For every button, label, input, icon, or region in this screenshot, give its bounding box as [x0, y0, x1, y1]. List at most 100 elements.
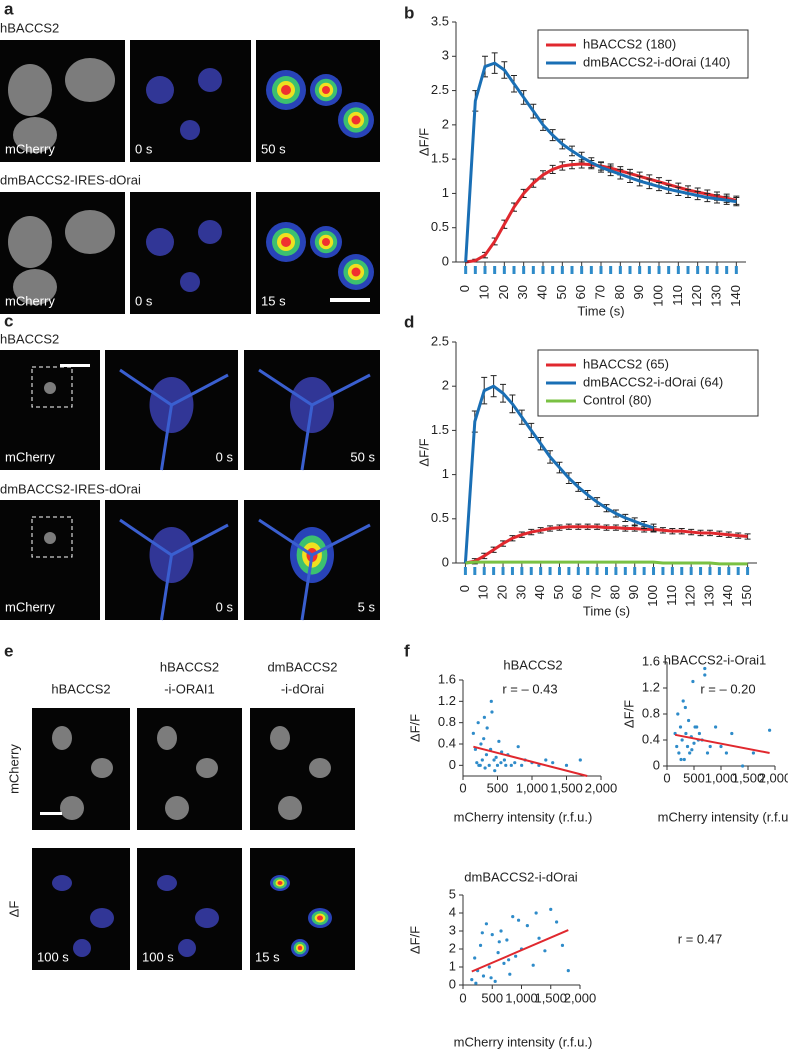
point — [531, 963, 535, 967]
stimulus-marker — [493, 266, 497, 274]
cell — [195, 908, 219, 928]
annotation: r = – 0.20 — [700, 681, 755, 696]
stimulus-marker — [680, 567, 684, 575]
cell — [146, 76, 174, 104]
y-tick-label: 0.5 — [431, 510, 449, 525]
cell-hot — [281, 85, 291, 95]
y-tick-label: 1 — [449, 958, 456, 973]
stimulus-marker — [599, 266, 603, 274]
point — [484, 753, 489, 757]
stimulus-marker — [551, 266, 555, 274]
point — [470, 978, 474, 982]
cell — [278, 796, 302, 820]
x-tick-label: 1,000 — [516, 780, 549, 795]
point — [499, 929, 503, 933]
panel-letter: f — [404, 641, 410, 660]
x-tick-label: 60 — [573, 285, 588, 299]
point — [474, 981, 478, 985]
point — [680, 738, 684, 742]
zoom-box — [31, 366, 73, 408]
x-tick-label: 70 — [589, 585, 604, 599]
x-tick-label: 50 — [554, 285, 569, 299]
cell-hot — [281, 237, 291, 247]
point — [473, 747, 478, 751]
stimulus-marker — [580, 266, 584, 274]
point — [564, 763, 569, 767]
x-tick-label: 130 — [701, 585, 716, 607]
panel-letter: c — [4, 311, 13, 330]
y-axis-label: ΔF/F — [621, 700, 636, 728]
cell — [44, 382, 56, 394]
image-label: 0 s — [216, 599, 234, 614]
stimulus-marker — [715, 266, 719, 274]
stimulus-marker — [705, 266, 709, 274]
y-tick-label: 0 — [653, 757, 660, 772]
legend-label: hBACCS2 (65) — [583, 356, 669, 371]
point — [578, 758, 582, 762]
cell — [65, 58, 115, 102]
cell-hot — [317, 915, 323, 921]
stimulus-marker — [689, 567, 693, 575]
point — [549, 907, 553, 912]
stimulus-marker — [570, 266, 574, 274]
scale-bar — [330, 298, 370, 302]
neurite — [119, 368, 229, 471]
image-label: 0 s — [135, 141, 153, 156]
x-tick-label: 130 — [708, 285, 723, 307]
cell — [91, 758, 113, 778]
y-axis-label: ΔF/F — [407, 714, 422, 742]
point — [502, 758, 506, 762]
image-label: 50 s — [261, 141, 286, 156]
stimulus-marker — [686, 266, 690, 274]
cell — [270, 726, 290, 750]
x-axis-label: mCherry intensity (r.f.u.) — [454, 1034, 593, 1049]
point — [479, 742, 483, 746]
point — [687, 718, 691, 723]
panel-letter: b — [404, 3, 414, 22]
point — [675, 744, 679, 749]
series-line — [465, 560, 748, 566]
y-tick-label: 2 — [442, 378, 449, 393]
x-tick-label: 10 — [476, 585, 491, 599]
stimulus-marker — [512, 266, 516, 274]
zoom-box — [31, 516, 73, 558]
row-title: hBACCS2 — [0, 20, 59, 35]
series-line — [463, 384, 654, 564]
point — [482, 715, 486, 719]
point — [485, 726, 489, 730]
legend-label: hBACCS2 (180) — [583, 36, 676, 51]
column-title: hBACCS2 — [51, 681, 110, 696]
column-title: hBACCS2 — [160, 659, 219, 674]
point — [489, 976, 493, 980]
x-tick-label: 90 — [626, 585, 641, 599]
point — [544, 758, 548, 762]
point — [476, 721, 480, 725]
point — [480, 758, 484, 762]
point — [683, 705, 687, 710]
point — [480, 931, 484, 935]
error-bar — [744, 533, 751, 540]
point — [487, 965, 491, 969]
stimulus-marker — [657, 266, 661, 274]
stimulus-marker — [502, 266, 506, 274]
point — [502, 961, 506, 966]
stimulus-marker — [463, 567, 467, 575]
point — [481, 974, 486, 978]
y-tick-label: 1.6 — [642, 653, 660, 668]
y-tick-label: 4 — [449, 904, 456, 919]
point — [490, 710, 494, 714]
y-axis-label: ΔF/F — [416, 128, 431, 156]
panel-letter: e — [4, 641, 13, 660]
y-tick-label: 1 — [442, 185, 449, 200]
stimulus-marker — [727, 567, 731, 575]
point — [482, 737, 486, 741]
micrograph — [130, 40, 251, 162]
x-tick-label: 120 — [683, 585, 698, 607]
x-tick-label: 2,000 — [564, 990, 597, 1005]
micrograph — [250, 708, 355, 830]
y-tick-label: 1.2 — [438, 693, 456, 708]
x-tick-label: 2,000 — [759, 770, 788, 785]
column-title: -i-dOrai — [281, 681, 324, 696]
stimulus-marker — [746, 567, 750, 575]
